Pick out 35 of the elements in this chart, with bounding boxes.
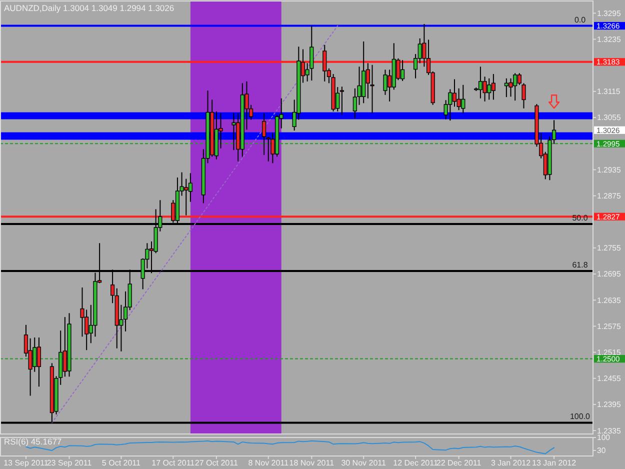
candlestick	[370, 64, 374, 114]
x-tick-label: 30 Nov 2011	[341, 458, 387, 468]
x-tick-label: 13 Jan 2012	[532, 458, 577, 468]
candlestick	[487, 78, 492, 100]
candlestick	[188, 172, 192, 202]
candlestick	[232, 112, 236, 151]
x-tick-label: 13 Sep 2011	[4, 458, 49, 468]
candlestick	[310, 25, 314, 82]
candlestick	[491, 74, 496, 100]
candlestick	[461, 84, 466, 114]
chart-title: RSI(6) 45.1677	[4, 436, 62, 446]
chart-title: AUDNZD,Daily 1.3004 1.3049 1.2994 1.3026	[4, 3, 174, 13]
candlestick	[36, 336, 41, 388]
annotation: 0.0	[574, 15, 586, 24]
candlestick	[456, 88, 461, 111]
candlestick	[266, 136, 270, 162]
candlestick	[184, 178, 188, 216]
annotation: 61.8	[572, 260, 588, 270]
x-tick-label: 23 Sep 2011	[46, 458, 92, 468]
x-tick-label: 27 Oct 2011	[194, 458, 238, 468]
x-tick-label: 8 Nov 2011	[248, 458, 290, 468]
candlestick	[28, 338, 32, 396]
x-tick-label: 12 Dec 2011	[393, 458, 438, 468]
candlestick	[262, 112, 266, 156]
x-tick-label: 17 Oct 2011	[152, 458, 196, 468]
x-tick-label: 3 Jan 2012	[490, 458, 532, 468]
x-tick-label: 18 Nov 2011	[289, 458, 335, 468]
candlestick	[452, 78, 457, 108]
x-tick-label: 22 Dec 2011	[436, 458, 482, 468]
candlestick	[448, 88, 452, 122]
x-tick-label: 5 Oct 2011	[102, 458, 142, 468]
candlestick	[340, 86, 344, 116]
candlestick	[482, 76, 487, 102]
candlestick	[322, 44, 327, 82]
annotation: 100.0	[570, 412, 591, 422]
